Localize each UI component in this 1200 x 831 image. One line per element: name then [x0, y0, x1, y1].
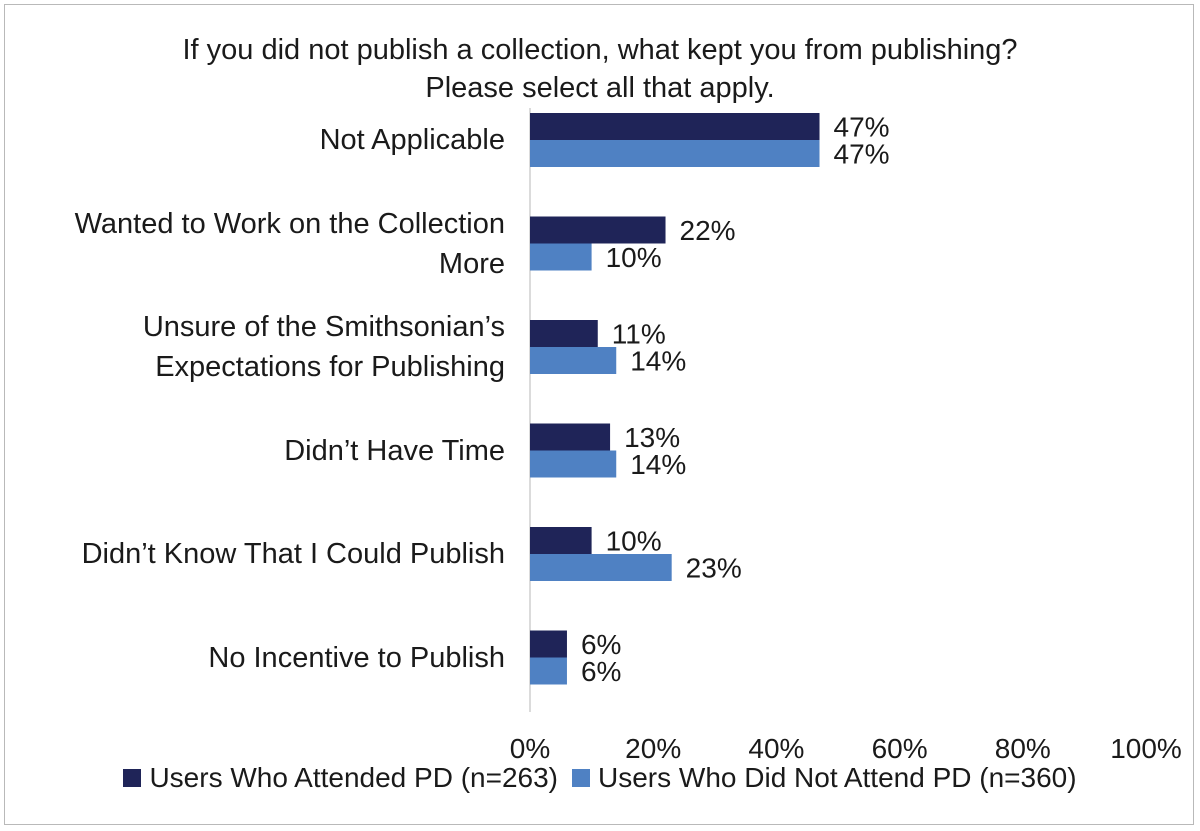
x-tick-label: 20%: [625, 733, 681, 764]
data-label: 22%: [680, 215, 736, 246]
category-label-line: Didn’t Know That I Could Publish: [81, 538, 505, 570]
chart-title-line-1: If you did not publish a collection, wha…: [182, 34, 1018, 66]
x-tick-label: 60%: [872, 733, 928, 764]
category-label: Unsure of the Smithsonian’s Expectations …: [143, 307, 505, 387]
bar-not-attended: [530, 554, 672, 581]
data-label: 10%: [606, 242, 662, 273]
category-label-line: Not Applicable: [319, 124, 505, 156]
category-label: Didn’t Have Time: [284, 431, 505, 471]
legend-item-not-attended: Users Who Did Not Attend PD (n=360): [572, 762, 1077, 794]
legend-label-not-attended: Users Who Did Not Attend PD (n=360): [598, 762, 1077, 793]
legend: Users Who Attended PD (n=263) Users Who …: [0, 762, 1200, 794]
bar-not-attended: [530, 140, 820, 167]
legend-swatch-not-attended: [572, 769, 590, 787]
bar-attended: [530, 423, 611, 451]
bar-attended: [530, 320, 598, 347]
category-label: Not Applicable: [320, 120, 505, 160]
bar-attended: [530, 113, 820, 140]
data-label: 6%: [581, 629, 621, 660]
legend-label-attended: Users Who Attended PD (n=263): [149, 762, 558, 793]
bar-attended: [530, 630, 567, 658]
bar-not-attended: [530, 657, 567, 685]
data-label: 47%: [834, 139, 890, 170]
legend-swatch-attended: [123, 769, 142, 787]
category-label-line: Didn’t Have Time: [284, 434, 505, 467]
x-tick-label: 0%: [510, 733, 550, 764]
bar-not-attended: [530, 450, 617, 478]
category-label: Didn’t Know That I Could Publish: [82, 534, 505, 574]
bar-attended: [530, 216, 666, 244]
category-label-line: Expectations for Publishing: [155, 351, 505, 383]
data-label: 13%: [624, 422, 680, 453]
category-label: No Incentive to Publish: [208, 638, 505, 678]
legend-item-attended: Users Who Attended PD (n=263): [123, 762, 558, 794]
data-label: 23%: [686, 553, 742, 584]
category-label-line: Unsure of the Smithsonian’s: [142, 311, 505, 343]
data-label: 14%: [630, 449, 686, 480]
x-tick-label: 100%: [1110, 733, 1182, 764]
data-label: 14%: [630, 346, 686, 377]
category-label-line: No Incentive to Publish: [208, 641, 505, 674]
x-tick-label: 40%: [748, 733, 804, 764]
x-tick-label: 80%: [995, 733, 1051, 764]
category-label: Wanted to Work on the Collection More: [75, 204, 505, 284]
bar-not-attended: [530, 243, 592, 271]
bar-not-attended: [530, 347, 617, 374]
data-label: 6%: [581, 656, 621, 687]
category-label-line: More: [438, 247, 505, 280]
chart-title-line-2: Please select all that apply.: [425, 72, 775, 104]
data-label: 11%: [612, 319, 666, 350]
data-label: 47%: [834, 112, 890, 143]
bar-attended: [530, 527, 592, 554]
category-label-line: Wanted to Work on the Collection: [74, 207, 505, 240]
data-label: 10%: [606, 526, 662, 557]
